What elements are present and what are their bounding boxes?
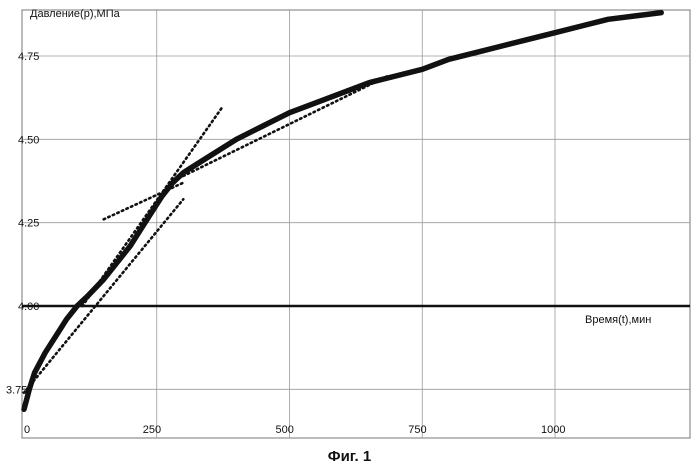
x-axis-label: Время(t),мин	[585, 314, 651, 326]
y-tick-label: 4.25	[18, 218, 39, 230]
tangent-line-4	[183, 76, 387, 176]
grid: 025050075010004.754.504.254.003.75	[6, 10, 690, 438]
y-tick-label: 4.50	[18, 134, 39, 146]
y-axis-label: Давление(р),МПа	[30, 8, 121, 20]
y-tick-label: 3.75	[6, 384, 27, 396]
y-tick-label: 4.75	[18, 51, 39, 63]
x-tick-label: 1000	[541, 424, 565, 436]
tangent-line-1	[24, 199, 183, 392]
series-line-pressure	[24, 13, 661, 410]
x-tick-label: 250	[143, 424, 161, 436]
x-tick-label: 750	[408, 424, 426, 436]
tangent-line-2	[82, 106, 223, 306]
series-layer	[24, 13, 661, 410]
plot-frame	[22, 10, 690, 438]
figure-caption: Фиг. 1	[0, 448, 699, 465]
x-tick-label: 0	[24, 424, 30, 436]
x-tick-label: 500	[276, 424, 294, 436]
